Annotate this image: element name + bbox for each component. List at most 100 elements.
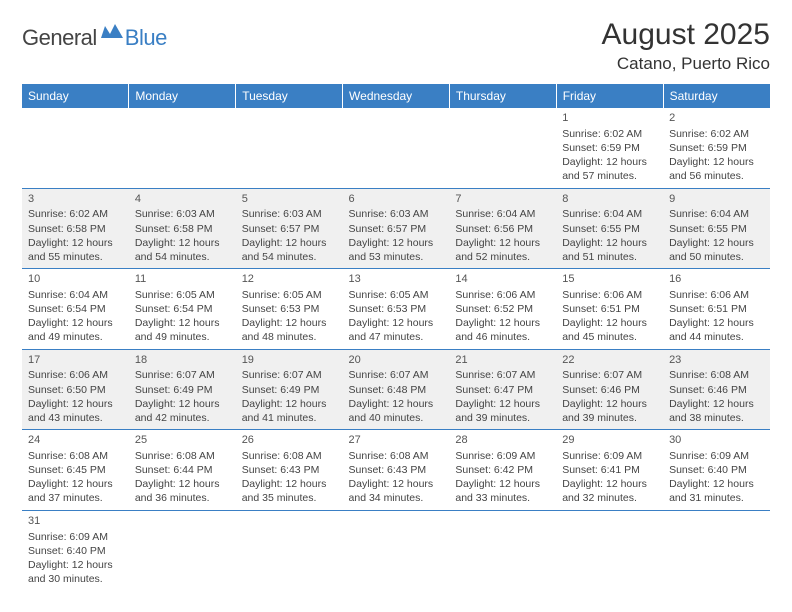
daylight1-text: Daylight: 12 hours	[455, 397, 550, 411]
sunrise-text: Sunrise: 6:05 AM	[135, 288, 230, 302]
calendar-cell: 27Sunrise: 6:08 AMSunset: 6:43 PMDayligh…	[343, 430, 450, 511]
month-title: August 2025	[602, 18, 770, 52]
day-number: 13	[349, 272, 444, 287]
sunrise-text: Sunrise: 6:08 AM	[242, 449, 337, 463]
day-number: 11	[135, 272, 230, 287]
cell-content: 20Sunrise: 6:07 AMSunset: 6:48 PMDayligh…	[349, 353, 444, 426]
calendar-row: 1Sunrise: 6:02 AMSunset: 6:59 PMDaylight…	[22, 108, 770, 188]
daylight1-text: Daylight: 12 hours	[669, 155, 764, 169]
daylight1-text: Daylight: 12 hours	[349, 316, 444, 330]
calendar-cell: 17Sunrise: 6:06 AMSunset: 6:50 PMDayligh…	[22, 349, 129, 430]
daylight2-text: and 45 minutes.	[562, 330, 657, 344]
calendar-cell: 18Sunrise: 6:07 AMSunset: 6:49 PMDayligh…	[129, 349, 236, 430]
calendar-cell: 16Sunrise: 6:06 AMSunset: 6:51 PMDayligh…	[663, 269, 770, 350]
cell-content: 19Sunrise: 6:07 AMSunset: 6:49 PMDayligh…	[242, 353, 337, 426]
sunset-text: Sunset: 6:51 PM	[669, 302, 764, 316]
daylight2-text: and 49 minutes.	[135, 330, 230, 344]
day-number: 14	[455, 272, 550, 287]
daylight2-text: and 34 minutes.	[349, 491, 444, 505]
day-number: 30	[669, 433, 764, 448]
calendar-row: 3Sunrise: 6:02 AMSunset: 6:58 PMDaylight…	[22, 188, 770, 269]
cell-content: 6Sunrise: 6:03 AMSunset: 6:57 PMDaylight…	[349, 192, 444, 265]
daylight2-text: and 33 minutes.	[455, 491, 550, 505]
day-header-row: Sunday Monday Tuesday Wednesday Thursday…	[22, 84, 770, 108]
sunset-text: Sunset: 6:40 PM	[669, 463, 764, 477]
cell-content: 29Sunrise: 6:09 AMSunset: 6:41 PMDayligh…	[562, 433, 657, 506]
daylight1-text: Daylight: 12 hours	[669, 236, 764, 250]
sunrise-text: Sunrise: 6:09 AM	[669, 449, 764, 463]
cell-content: 30Sunrise: 6:09 AMSunset: 6:40 PMDayligh…	[669, 433, 764, 506]
daylight1-text: Daylight: 12 hours	[135, 397, 230, 411]
cell-content: 1Sunrise: 6:02 AMSunset: 6:59 PMDaylight…	[562, 111, 657, 184]
sunset-text: Sunset: 6:43 PM	[242, 463, 337, 477]
daylight1-text: Daylight: 12 hours	[562, 477, 657, 491]
sunrise-text: Sunrise: 6:06 AM	[562, 288, 657, 302]
sunrise-text: Sunrise: 6:07 AM	[455, 368, 550, 382]
daylight1-text: Daylight: 12 hours	[349, 477, 444, 491]
calendar-cell: 3Sunrise: 6:02 AMSunset: 6:58 PMDaylight…	[22, 188, 129, 269]
page: General Blue August 2025 Catano, Puerto …	[0, 0, 792, 612]
daylight1-text: Daylight: 12 hours	[455, 316, 550, 330]
daylight2-text: and 39 minutes.	[455, 411, 550, 425]
sunset-text: Sunset: 6:58 PM	[28, 222, 123, 236]
daylight2-text: and 56 minutes.	[669, 169, 764, 183]
day-number: 23	[669, 353, 764, 368]
sunrise-text: Sunrise: 6:02 AM	[669, 127, 764, 141]
day-number: 18	[135, 353, 230, 368]
calendar-cell	[449, 108, 556, 188]
calendar-cell	[663, 510, 770, 590]
daylight2-text: and 41 minutes.	[242, 411, 337, 425]
daylight2-text: and 54 minutes.	[135, 250, 230, 264]
cell-content: 23Sunrise: 6:08 AMSunset: 6:46 PMDayligh…	[669, 353, 764, 426]
day-number: 8	[562, 192, 657, 207]
cell-content: 21Sunrise: 6:07 AMSunset: 6:47 PMDayligh…	[455, 353, 550, 426]
cell-content: 24Sunrise: 6:08 AMSunset: 6:45 PMDayligh…	[28, 433, 123, 506]
cell-content: 11Sunrise: 6:05 AMSunset: 6:54 PMDayligh…	[135, 272, 230, 345]
cell-content: 31Sunrise: 6:09 AMSunset: 6:40 PMDayligh…	[28, 514, 123, 587]
sunrise-text: Sunrise: 6:07 AM	[242, 368, 337, 382]
cell-content: 27Sunrise: 6:08 AMSunset: 6:43 PMDayligh…	[349, 433, 444, 506]
daylight1-text: Daylight: 12 hours	[28, 316, 123, 330]
calendar-cell: 9Sunrise: 6:04 AMSunset: 6:55 PMDaylight…	[663, 188, 770, 269]
calendar-cell: 15Sunrise: 6:06 AMSunset: 6:51 PMDayligh…	[556, 269, 663, 350]
sunrise-text: Sunrise: 6:03 AM	[349, 207, 444, 221]
day-number: 2	[669, 111, 764, 126]
calendar-row: 31Sunrise: 6:09 AMSunset: 6:40 PMDayligh…	[22, 510, 770, 590]
cell-content: 9Sunrise: 6:04 AMSunset: 6:55 PMDaylight…	[669, 192, 764, 265]
day-number: 19	[242, 353, 337, 368]
cell-content: 18Sunrise: 6:07 AMSunset: 6:49 PMDayligh…	[135, 353, 230, 426]
day-number: 27	[349, 433, 444, 448]
day-number: 24	[28, 433, 123, 448]
title-block: August 2025 Catano, Puerto Rico	[602, 18, 770, 74]
daylight1-text: Daylight: 12 hours	[242, 316, 337, 330]
calendar-cell: 8Sunrise: 6:04 AMSunset: 6:55 PMDaylight…	[556, 188, 663, 269]
sunrise-text: Sunrise: 6:04 AM	[669, 207, 764, 221]
sunrise-text: Sunrise: 6:06 AM	[28, 368, 123, 382]
cell-content: 16Sunrise: 6:06 AMSunset: 6:51 PMDayligh…	[669, 272, 764, 345]
sunset-text: Sunset: 6:42 PM	[455, 463, 550, 477]
sunset-text: Sunset: 6:40 PM	[28, 544, 123, 558]
calendar-cell: 30Sunrise: 6:09 AMSunset: 6:40 PMDayligh…	[663, 430, 770, 511]
cell-content: 5Sunrise: 6:03 AMSunset: 6:57 PMDaylight…	[242, 192, 337, 265]
day-number: 5	[242, 192, 337, 207]
daylight1-text: Daylight: 12 hours	[669, 316, 764, 330]
day-header: Wednesday	[343, 84, 450, 108]
daylight1-text: Daylight: 12 hours	[455, 477, 550, 491]
sunrise-text: Sunrise: 6:02 AM	[28, 207, 123, 221]
sunset-text: Sunset: 6:54 PM	[28, 302, 123, 316]
sunrise-text: Sunrise: 6:07 AM	[349, 368, 444, 382]
sunset-text: Sunset: 6:59 PM	[669, 141, 764, 155]
sunrise-text: Sunrise: 6:06 AM	[669, 288, 764, 302]
sunrise-text: Sunrise: 6:08 AM	[135, 449, 230, 463]
calendar-cell: 31Sunrise: 6:09 AMSunset: 6:40 PMDayligh…	[22, 510, 129, 590]
calendar-cell: 1Sunrise: 6:02 AMSunset: 6:59 PMDaylight…	[556, 108, 663, 188]
calendar-cell: 23Sunrise: 6:08 AMSunset: 6:46 PMDayligh…	[663, 349, 770, 430]
sunset-text: Sunset: 6:49 PM	[242, 383, 337, 397]
calendar-cell	[343, 108, 450, 188]
daylight2-text: and 36 minutes.	[135, 491, 230, 505]
cell-content: 12Sunrise: 6:05 AMSunset: 6:53 PMDayligh…	[242, 272, 337, 345]
sunset-text: Sunset: 6:52 PM	[455, 302, 550, 316]
daylight2-text: and 57 minutes.	[562, 169, 657, 183]
sunrise-text: Sunrise: 6:05 AM	[349, 288, 444, 302]
daylight1-text: Daylight: 12 hours	[28, 477, 123, 491]
